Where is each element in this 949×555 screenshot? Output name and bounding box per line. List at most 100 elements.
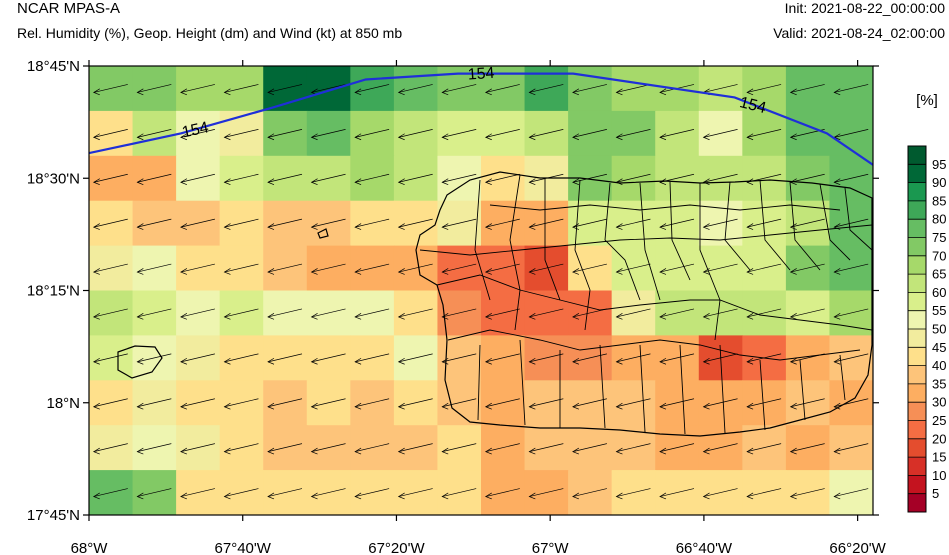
wind-arrow [267, 84, 303, 96]
wind-arrow [354, 488, 390, 500]
wind-arrow [484, 398, 520, 410]
humidity-cell [393, 470, 439, 515]
colorbar-swatch [908, 146, 926, 165]
colorbar-swatch [908, 493, 926, 513]
humidity-cell [219, 155, 264, 202]
wind-arrow [615, 488, 651, 500]
humidity-cell [263, 155, 308, 202]
colorbar-swatch [908, 420, 926, 440]
wind-arrow [310, 218, 346, 230]
humidity-cell [219, 245, 264, 292]
colorbar-label: 75 [932, 230, 946, 245]
wind-arrow [659, 398, 695, 410]
humidity-cell [219, 200, 264, 247]
wind-arrow [223, 173, 259, 185]
wind-arrow [572, 84, 607, 96]
wind-arrow [136, 488, 172, 500]
humidity-cell [524, 380, 569, 426]
humidity-cell [176, 200, 221, 247]
humidity-cell [481, 335, 526, 381]
humidity-cell [219, 335, 264, 381]
humidity-cell [829, 380, 873, 426]
coastline-and-municipal-borders [117, 171, 873, 437]
humidity-cell [350, 290, 395, 336]
colorbar-label: 50 [932, 322, 946, 337]
wind-arrow [354, 443, 390, 455]
wind-arrow [615, 398, 651, 410]
wind-arrow [136, 218, 172, 230]
wind-arrow [572, 398, 607, 410]
humidity-cell [437, 425, 482, 471]
humidity-cell [481, 290, 526, 336]
wind-arrow [180, 443, 215, 455]
humidity-cell [568, 335, 613, 381]
humidity-cell [350, 155, 395, 202]
humidity-cell [524, 290, 569, 336]
humidity-cell [132, 470, 177, 515]
wind-arrow [267, 443, 303, 455]
wind-arrow [267, 129, 303, 141]
colorbar-label: 10 [932, 468, 946, 483]
wind-arrow [441, 488, 477, 500]
wind-arrow [702, 218, 738, 230]
wind-arrow [484, 353, 520, 365]
wind-arrow [833, 263, 869, 275]
humidity-cell [393, 200, 439, 247]
wind-arrow [267, 218, 303, 230]
humidity-cell [350, 110, 395, 157]
humidity-cell [611, 470, 656, 515]
humidity-cell [655, 245, 700, 292]
humidity-cell [611, 155, 656, 202]
humidity-cell [132, 290, 177, 336]
wind-arrow [484, 173, 520, 185]
humidity-cell [611, 380, 656, 426]
wind-arrow [789, 84, 825, 96]
svg-text:154: 154 [738, 94, 768, 117]
humidity-cell [350, 425, 395, 471]
humidity-cell [132, 245, 177, 292]
humidity-cell [393, 335, 439, 381]
wind-arrow [659, 488, 695, 500]
humidity-cell [132, 200, 177, 247]
wind-arrow [615, 353, 651, 365]
wind-arrow [223, 398, 259, 410]
wind-arrow [484, 218, 520, 230]
humidity-cell [568, 380, 613, 426]
humidity-cell [785, 380, 831, 426]
wind-arrow [833, 398, 869, 410]
wind-arrow [833, 353, 869, 365]
humidity-cell [350, 66, 395, 112]
wind-arrow [528, 398, 564, 410]
wind-arrow [746, 308, 782, 320]
humidity-cell [829, 66, 873, 112]
lat-tick-label: 18°15'N [27, 283, 80, 300]
humidity-cell [611, 425, 656, 471]
wind-arrow [267, 173, 303, 185]
contour-label: 154 [738, 94, 768, 117]
humidity-cell [524, 425, 569, 471]
humidity-cell [568, 200, 613, 247]
humidity-cell [611, 66, 656, 112]
humidity-cell [437, 470, 482, 515]
humidity-cell [306, 335, 351, 381]
wind-arrow [789, 488, 825, 500]
colorbar-swatch [908, 329, 926, 348]
humidity-cell [176, 425, 221, 471]
wind-arrow [789, 308, 825, 320]
colorbar-label: 90 [932, 175, 946, 190]
wind-arrow [223, 263, 259, 275]
humidity-cell [481, 200, 526, 247]
humidity-cell [176, 290, 221, 336]
humidity-cell [785, 155, 831, 202]
humidity-cell [89, 335, 134, 381]
humidity-cell [393, 290, 439, 336]
humidity-cell [437, 335, 482, 381]
colorbar-swatch [908, 219, 926, 238]
humidity-cell [132, 335, 177, 381]
humidity-cell [655, 470, 700, 515]
humidity-cell [263, 110, 308, 157]
wind-arrow [833, 84, 869, 96]
wind-arrow [136, 173, 172, 185]
wind-arrow [92, 398, 128, 410]
